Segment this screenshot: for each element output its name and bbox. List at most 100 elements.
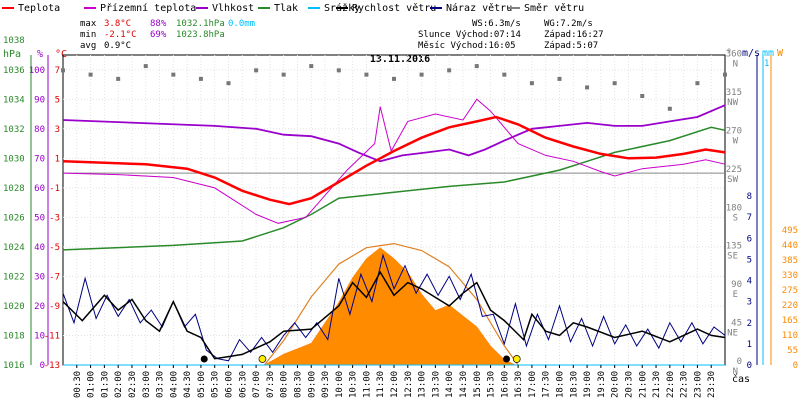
tick-direction: 315	[726, 88, 742, 98]
tick-radiation: 55	[787, 346, 798, 356]
series-layer	[61, 64, 727, 366]
wind-direction-point	[281, 72, 286, 77]
tick-temperature: -9	[49, 302, 60, 312]
tick-temperature: -3	[49, 213, 60, 223]
tick-pressure: 1026	[3, 213, 25, 223]
x-tick-label: 14:30	[459, 371, 469, 398]
tick-radiation: 220	[782, 301, 798, 311]
x-tick-label: 15:30	[487, 371, 497, 398]
x-tick-label: 15:00	[473, 371, 483, 398]
tick-temperature: 7	[55, 66, 60, 76]
x-tick-label: 21:00	[638, 371, 648, 398]
x-tick-label: 22:00	[666, 371, 676, 398]
wind-direction-point	[585, 85, 590, 90]
info-slunce-zapad: Západ:16:27	[544, 30, 604, 40]
tick-direction: 135	[726, 242, 742, 252]
info-ws: WS:6.3m/s	[472, 19, 521, 29]
tick-wind-speed: 3	[747, 298, 752, 308]
wind-direction-point	[226, 81, 231, 86]
stat-max-label: max	[80, 19, 97, 29]
wind-direction-point	[419, 72, 424, 77]
unit-wm2: W	[777, 48, 784, 59]
tick-pressure: 1028	[3, 184, 25, 194]
tick-direction: 45	[731, 319, 742, 329]
tick-direction-dir: N	[733, 60, 738, 70]
stats-block: max 3.8°C 88% 1032.1hPa 0.0mm min -2.1°C…	[80, 19, 255, 51]
tick-direction: 90	[731, 280, 742, 290]
tick-direction-dir: SW	[727, 175, 738, 185]
wind-direction-point	[640, 93, 645, 98]
x-tick-label: 06:00	[225, 371, 235, 398]
x-tick-label: 23:00	[693, 371, 703, 398]
tick-wind-speed: 7	[747, 213, 752, 223]
series-temperature	[62, 115, 726, 206]
wind-direction-point	[557, 76, 562, 81]
legend-label: Náraz větru	[446, 2, 512, 14]
unit-hpa: hPa	[3, 49, 21, 60]
info-wg: WG:7.2m/s	[544, 19, 593, 29]
tick-direction: 225	[726, 165, 742, 175]
x-tick-label: 13:00	[418, 371, 428, 398]
tick-direction: 270	[726, 126, 742, 136]
tick-pressure: 1018	[3, 331, 25, 341]
wind-direction-point	[171, 72, 176, 77]
x-tick-label: 01:00	[87, 371, 97, 398]
x-tick-label: 08:30	[293, 371, 303, 398]
x-tick-label: 11:30	[376, 371, 386, 398]
tick-temperature: -7	[49, 272, 60, 282]
legend-item-vlhkost: Vlhkost	[196, 3, 254, 14]
wind-direction-point	[309, 64, 314, 69]
stat-min-label: min	[80, 30, 96, 40]
wind-direction-point	[474, 64, 479, 69]
tick-direction-dir: NE	[727, 329, 738, 339]
wind-direction-point	[529, 81, 534, 86]
markers	[200, 355, 521, 363]
x-tick-label: 04:00	[169, 371, 179, 398]
tick-rain: 1	[764, 59, 769, 69]
tick-humidity: 0	[40, 361, 45, 371]
tick-temperature: -13	[44, 361, 60, 371]
tick-pressure: 1020	[3, 302, 25, 312]
x-tick-label: 18:30	[569, 371, 579, 398]
sun-event-marker	[512, 355, 521, 363]
x-tick-label: 11:00	[362, 371, 372, 398]
legend-label: Rychlost větru	[352, 2, 436, 14]
legend-label: Přízemní teplota	[100, 2, 196, 14]
tick-direction-dir: E	[733, 290, 738, 300]
unit-time: čas	[732, 373, 750, 385]
sun-event-marker	[258, 355, 267, 363]
wind-direction-point	[392, 76, 396, 81]
tick-humidity: 20	[34, 302, 45, 312]
tick-pressure: 1036	[3, 66, 25, 76]
stat-max-rain: 0.0mm	[228, 19, 255, 29]
x-tick-label: 17:00	[528, 371, 538, 398]
tick-humidity: 90	[34, 95, 45, 105]
wind-direction-point	[88, 72, 93, 77]
x-tick-label: 08:00	[280, 371, 290, 398]
tick-wind-speed: 1	[747, 340, 752, 350]
tick-wind-speed: 8	[747, 192, 752, 202]
stat-min-temp: -2.1°C	[104, 30, 137, 40]
x-tick-label: 03:30	[156, 371, 166, 398]
x-tick-label: 19:30	[597, 371, 607, 398]
legend-item-smer-vetru: Směr větru	[508, 2, 584, 14]
tick-radiation: 440	[782, 241, 798, 251]
x-tick-label: 19:00	[583, 371, 593, 398]
tick-temperature: 5	[55, 95, 60, 105]
unit-ms: m/s	[742, 48, 760, 59]
tick-temperature: 3	[55, 125, 60, 135]
wind-direction-point	[364, 72, 369, 77]
chart-title: 13.11.2016	[370, 54, 430, 65]
x-tick-label: 02:30	[128, 371, 138, 398]
x-tick-label: 07:00	[252, 371, 262, 398]
moon-event-marker	[200, 355, 208, 363]
tick-temperature: -11	[44, 331, 60, 341]
series-solar-theoretical	[263, 242, 519, 366]
stat-avg-temp: 0.9°C	[104, 41, 131, 51]
wind-direction-point	[667, 106, 672, 111]
wind-direction-point	[143, 64, 148, 69]
wind-direction-point	[502, 72, 507, 77]
tick-direction-dir: N	[733, 367, 738, 377]
tick-radiation: 495	[782, 226, 798, 236]
